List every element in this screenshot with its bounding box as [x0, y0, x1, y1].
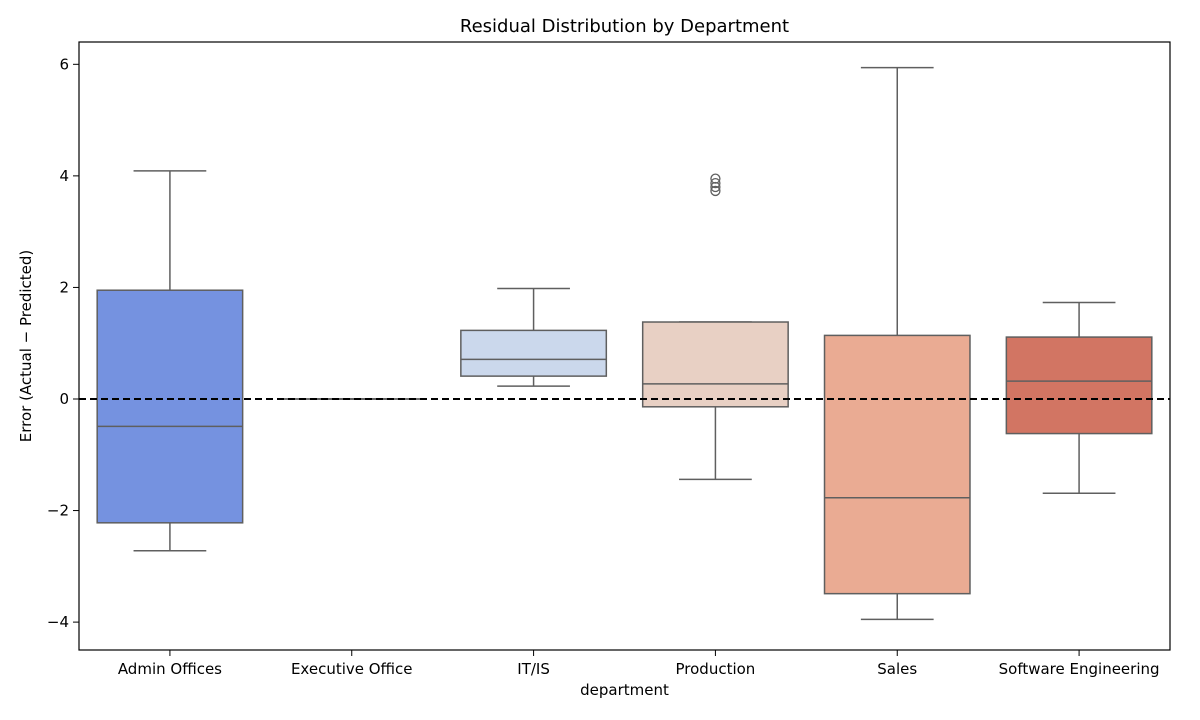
y-axis-label: Error (Actual − Predicted) [17, 250, 35, 443]
x-axis: Admin Offices Executive Office IT/IS Produc… [118, 650, 1160, 678]
outlier-point [710, 177, 721, 189]
x-axis-label: department [580, 681, 669, 699]
y-tick-label: 6 [59, 55, 69, 73]
x-tick-label: Software Engineering [999, 660, 1160, 678]
box-group-it-is [460, 287, 608, 387]
chart-title: Residual Distribution by Department [460, 16, 789, 37]
x-tick-label: Sales [877, 660, 917, 678]
box-iqr [96, 289, 244, 524]
y-tick-label: 2 [59, 278, 69, 296]
outlier-point [710, 173, 721, 184]
box-iqr [460, 329, 608, 377]
x-tick-label: Executive Office [291, 660, 413, 678]
box-iqr [1005, 336, 1153, 435]
x-tick-label: Admin Offices [118, 660, 222, 678]
box-iqr [641, 321, 789, 408]
box-iqr [823, 334, 971, 595]
box-group-admin-offices [96, 170, 244, 552]
y-axis: −4 −2 0 2 4 6 [47, 55, 79, 631]
plot-frame [78, 41, 1171, 651]
outlier-point [710, 185, 721, 197]
box-group-production [641, 173, 789, 481]
y-tick-label: 4 [59, 167, 69, 185]
box-group-sales [823, 66, 971, 621]
x-tick-label: IT/IS [517, 660, 550, 678]
y-tick-label: 0 [59, 390, 69, 408]
x-tick-label: Production [676, 660, 756, 678]
plot-area [79, 66, 1170, 621]
y-tick-label: −2 [47, 502, 69, 520]
y-tick-label: −4 [47, 613, 69, 631]
box-group-software-engineering [1005, 301, 1153, 495]
